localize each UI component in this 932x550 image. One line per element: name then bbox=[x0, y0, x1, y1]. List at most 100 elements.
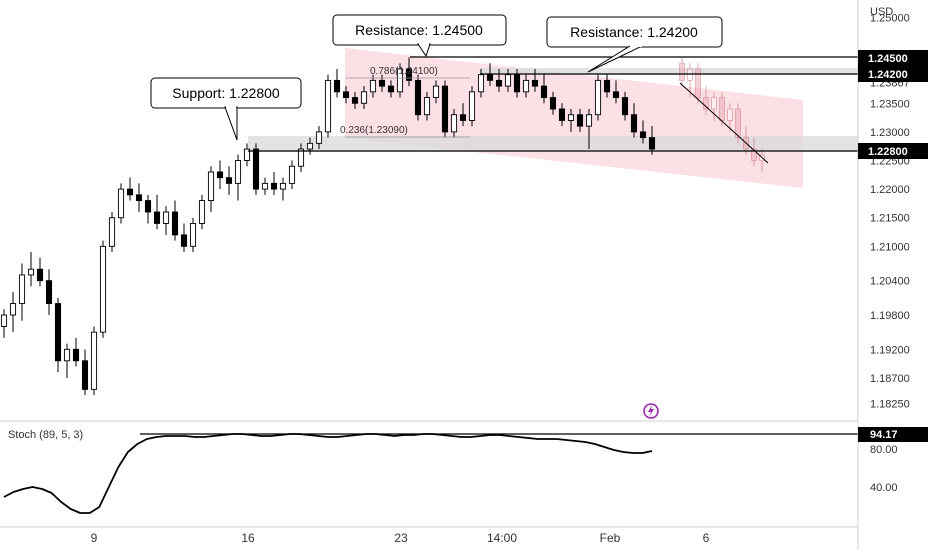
candle bbox=[495, 68, 503, 92]
currency-label: USD bbox=[870, 6, 893, 18]
candle bbox=[414, 74, 422, 121]
stoch-value-tag: 94.17 bbox=[858, 427, 928, 442]
projected-candle bbox=[695, 63, 701, 104]
svg-text:Support: 1.22800: Support: 1.22800 bbox=[172, 85, 280, 101]
price-tick-label: 1.23000 bbox=[870, 127, 910, 139]
fib-0236-label: 0.236(1.23090) bbox=[340, 125, 408, 136]
candle bbox=[216, 160, 224, 190]
price-tick-label: 1.18250 bbox=[870, 399, 910, 411]
candle bbox=[468, 86, 476, 127]
price-tick-label: 1.25000 bbox=[870, 12, 910, 24]
candle bbox=[567, 109, 575, 132]
candle bbox=[180, 223, 188, 253]
support-callout: Support: 1.22800 bbox=[150, 77, 302, 141]
candle bbox=[162, 206, 170, 235]
candle bbox=[18, 263, 26, 321]
candle bbox=[405, 57, 413, 87]
candle bbox=[288, 160, 296, 190]
time-tick-1400: 14:00 bbox=[487, 531, 517, 545]
candle bbox=[99, 240, 107, 338]
price-tick-label: 1.22000 bbox=[870, 184, 910, 196]
price-tick-label: 1.19200 bbox=[870, 344, 910, 356]
candle bbox=[378, 74, 386, 92]
time-tick-23: 23 bbox=[394, 531, 408, 545]
candle bbox=[297, 143, 305, 172]
candle bbox=[234, 154, 242, 201]
candle bbox=[252, 143, 260, 195]
flash-icon[interactable] bbox=[643, 403, 659, 419]
candle bbox=[396, 63, 404, 98]
candle bbox=[315, 126, 323, 150]
stoch-line bbox=[3, 433, 653, 514]
price-tag-122800: 1.22800 bbox=[858, 143, 928, 159]
svg-text:Resistance: 1.24500: Resistance: 1.24500 bbox=[355, 22, 483, 38]
candle bbox=[504, 68, 512, 92]
candle bbox=[423, 91, 431, 121]
stoch-tick-80: 80.00 bbox=[870, 444, 898, 456]
candle bbox=[117, 183, 125, 224]
candle bbox=[90, 326, 98, 396]
candle bbox=[225, 166, 233, 195]
projected-candle bbox=[751, 137, 757, 167]
candle bbox=[432, 80, 440, 104]
candle bbox=[0, 309, 8, 338]
candle bbox=[63, 343, 71, 378]
projected-candle bbox=[679, 57, 685, 87]
candle bbox=[576, 109, 584, 132]
resistance-band bbox=[480, 68, 858, 75]
candle bbox=[342, 86, 350, 104]
candle bbox=[612, 80, 620, 104]
time-tick-feb: Feb bbox=[600, 531, 621, 545]
svg-text:1.24500: 1.24500 bbox=[868, 53, 908, 65]
time-tick-6: 6 bbox=[703, 531, 710, 545]
candle bbox=[450, 109, 458, 138]
price-tick-label: 1.19800 bbox=[870, 310, 910, 322]
trend-line bbox=[679, 82, 769, 164]
candle bbox=[333, 68, 341, 98]
candle bbox=[486, 63, 494, 87]
candle bbox=[630, 103, 638, 138]
projected-candle bbox=[727, 103, 733, 132]
projected-candle bbox=[735, 103, 741, 144]
resistance-high-callout: Resistance: 1.24500 bbox=[332, 14, 507, 58]
svg-text:Resistance: 1.24200: Resistance: 1.24200 bbox=[570, 24, 698, 40]
candle bbox=[270, 171, 278, 195]
time-tick-9: 9 bbox=[91, 531, 98, 545]
price-tick-label: 1.23500 bbox=[870, 98, 910, 110]
candle bbox=[639, 120, 647, 144]
candle bbox=[540, 74, 548, 104]
price-tick-label: 1.21500 bbox=[870, 213, 910, 225]
candle bbox=[648, 126, 656, 155]
price-tag-124200: 1.24200 bbox=[858, 66, 928, 82]
candle bbox=[135, 183, 143, 212]
candle bbox=[198, 194, 206, 230]
time-tick-16: 16 bbox=[241, 531, 255, 545]
price-tick-label: 1.21000 bbox=[870, 241, 910, 253]
candle bbox=[531, 68, 539, 92]
candle bbox=[153, 194, 161, 230]
svg-text:1.24200: 1.24200 bbox=[868, 69, 908, 81]
candle bbox=[585, 109, 593, 150]
candle bbox=[522, 74, 530, 98]
projected-candle bbox=[719, 91, 725, 127]
candle bbox=[9, 292, 17, 333]
candle bbox=[279, 177, 287, 201]
candle bbox=[243, 143, 251, 167]
indicator-label: Stoch (89, 5, 3) bbox=[8, 429, 83, 441]
candle bbox=[126, 177, 134, 201]
fib-0786-label: 0.786(1.24100) bbox=[370, 66, 438, 77]
price-tag-124500: 1.24500 bbox=[858, 50, 928, 66]
candle bbox=[81, 349, 89, 396]
candle bbox=[387, 80, 395, 98]
candle bbox=[144, 194, 152, 224]
resistance-low-callout: Resistance: 1.24200 bbox=[546, 16, 723, 73]
candle bbox=[558, 103, 566, 127]
candle bbox=[351, 91, 359, 109]
candle bbox=[324, 74, 332, 138]
candle bbox=[621, 91, 629, 121]
candle bbox=[108, 212, 116, 253]
candle bbox=[603, 74, 611, 98]
candle bbox=[306, 137, 314, 155]
candle bbox=[441, 80, 449, 138]
